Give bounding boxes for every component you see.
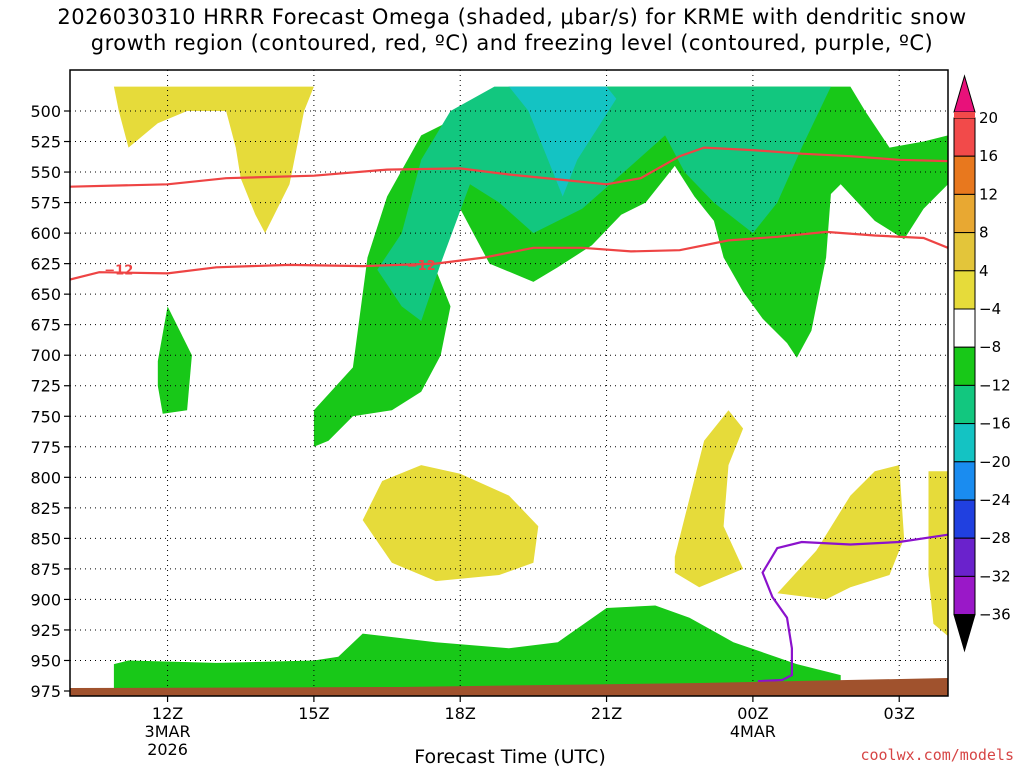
colorbar-label-10: −24 [979, 491, 1011, 509]
ytick-label-875: 875 [30, 560, 61, 579]
contour-line-1 [70, 230, 948, 281]
ytick-label-575: 575 [30, 194, 61, 213]
colorbar-swatch-11 [953, 537, 976, 577]
colorbar-label-4: 4 [979, 262, 989, 280]
colorbar-label-1: 16 [979, 147, 998, 165]
x-axis-label: Forecast Time (UTC) [414, 746, 606, 768]
colorbar-label-13: −36 [979, 606, 1011, 624]
ytick-label-525: 525 [30, 133, 61, 152]
xtick-label-15Z: 15Z [298, 704, 329, 723]
shade-yellow-edge [928, 471, 948, 637]
colorbar-label-8: −16 [979, 415, 1011, 433]
ytick-label-700: 700 [30, 346, 61, 365]
colorbar-swatch-4 [953, 270, 976, 310]
title-line-1: 2026030310 HRRR Forecast Omega (shaded, … [57, 5, 967, 29]
colorbar-swatch-5 [953, 308, 976, 348]
ytick-label-600: 600 [30, 224, 61, 243]
freezing-level-line [757, 533, 948, 683]
colorbar: 20 16 12 8 4 −4 −8 −12 −16 −20 −24 −28 −32 −36 [953, 74, 1011, 653]
xtick-sub2-12Z: 2026 [147, 740, 188, 759]
shade-teal [377, 86, 831, 321]
credit-link[interactable]: coolwx.com/models [860, 746, 1014, 764]
shade-yellow-right [674, 410, 744, 588]
ytick-label-900: 900 [30, 590, 61, 609]
colorbar-label-0: 20 [979, 109, 998, 127]
ytick-label-725: 725 [30, 377, 61, 396]
colorbar-swatch-8 [953, 423, 976, 463]
colorbar-top-arrow [953, 74, 976, 113]
chart-title: 2026030310 HRRR Forecast Omega (shaded, … [0, 4, 1024, 56]
ytick-label-650: 650 [30, 285, 61, 304]
colorbar-swatch-7 [953, 384, 976, 425]
xtick-label-03Z: 03Z [884, 704, 915, 723]
colorbar-label-6: −8 [979, 338, 1001, 356]
xtick-sub1-00Z: 4MAR [730, 722, 776, 741]
ytick-label-800: 800 [30, 468, 61, 487]
xtick-sub1-12Z: 3MAR [145, 722, 191, 741]
omega-shading [113, 86, 948, 691]
colorbar-label-7: −12 [979, 376, 1011, 394]
colorbar-topband [954, 112, 975, 118]
shade-green [113, 605, 841, 691]
ytick-label-925: 925 [30, 621, 61, 640]
shade-yellow-right2 [777, 465, 905, 600]
ytick-label-625: 625 [30, 255, 61, 274]
plot-frame [69, 69, 949, 697]
shade-yellow-top [113, 86, 314, 234]
colorbar-label-3: 8 [979, 224, 989, 242]
ytick-label-825: 825 [30, 499, 61, 518]
temperature-contours: −12 −12 [70, 146, 948, 683]
ground-terrain [70, 678, 948, 696]
title-line-2: growth region (contoured, red, ºC) and f… [90, 31, 934, 55]
ytick-label-850: 850 [30, 529, 61, 548]
colorbar-swatch-6 [953, 346, 976, 386]
ytick-label-500: 500 [30, 102, 61, 121]
ytick-label-975: 975 [30, 682, 61, 701]
shade-green-small [157, 306, 192, 414]
colorbar-swatch-10 [953, 499, 976, 539]
xtick-label-18Z: 18Z [445, 704, 476, 723]
ytick-label-775: 775 [30, 438, 61, 457]
xtick-label-21Z: 21Z [591, 704, 622, 723]
colorbar-label-2: 12 [979, 185, 998, 203]
colorbar-label-5: −4 [979, 300, 1001, 318]
ytick-label-950: 950 [30, 651, 61, 670]
shade-cyan [509, 86, 617, 197]
colorbar-swatch-2 [953, 193, 976, 234]
colorbar-swatch-0 [953, 117, 976, 157]
colorbar-label-9: −20 [979, 453, 1011, 471]
xtick-label-00Z: 00Z [737, 704, 768, 723]
colorbar-swatch-1 [953, 155, 976, 195]
contour-label-1-1: −12 [407, 259, 436, 274]
colorbar-swatch-3 [953, 232, 976, 272]
colorbar-swatch-9 [953, 461, 976, 501]
ytick-label-550: 550 [30, 163, 61, 182]
shade-yellow-mid [362, 465, 539, 582]
colorbar-label-11: −28 [979, 529, 1011, 547]
y-axis: 500 525 550 575 600 625 650 675 700 725 750 775 800 8… [30, 102, 70, 701]
colorbar-bottom-arrow [953, 614, 976, 653]
contour-line-0 [70, 146, 948, 188]
ytick-label-675: 675 [30, 316, 61, 335]
colorbar-label-12: −32 [979, 567, 1011, 585]
contour-label-1-0: −12 [104, 264, 133, 279]
colorbar-swatch-12 [953, 575, 976, 616]
xtick-label-12Z: 12Z [152, 704, 183, 723]
ytick-label-750: 750 [30, 407, 61, 426]
